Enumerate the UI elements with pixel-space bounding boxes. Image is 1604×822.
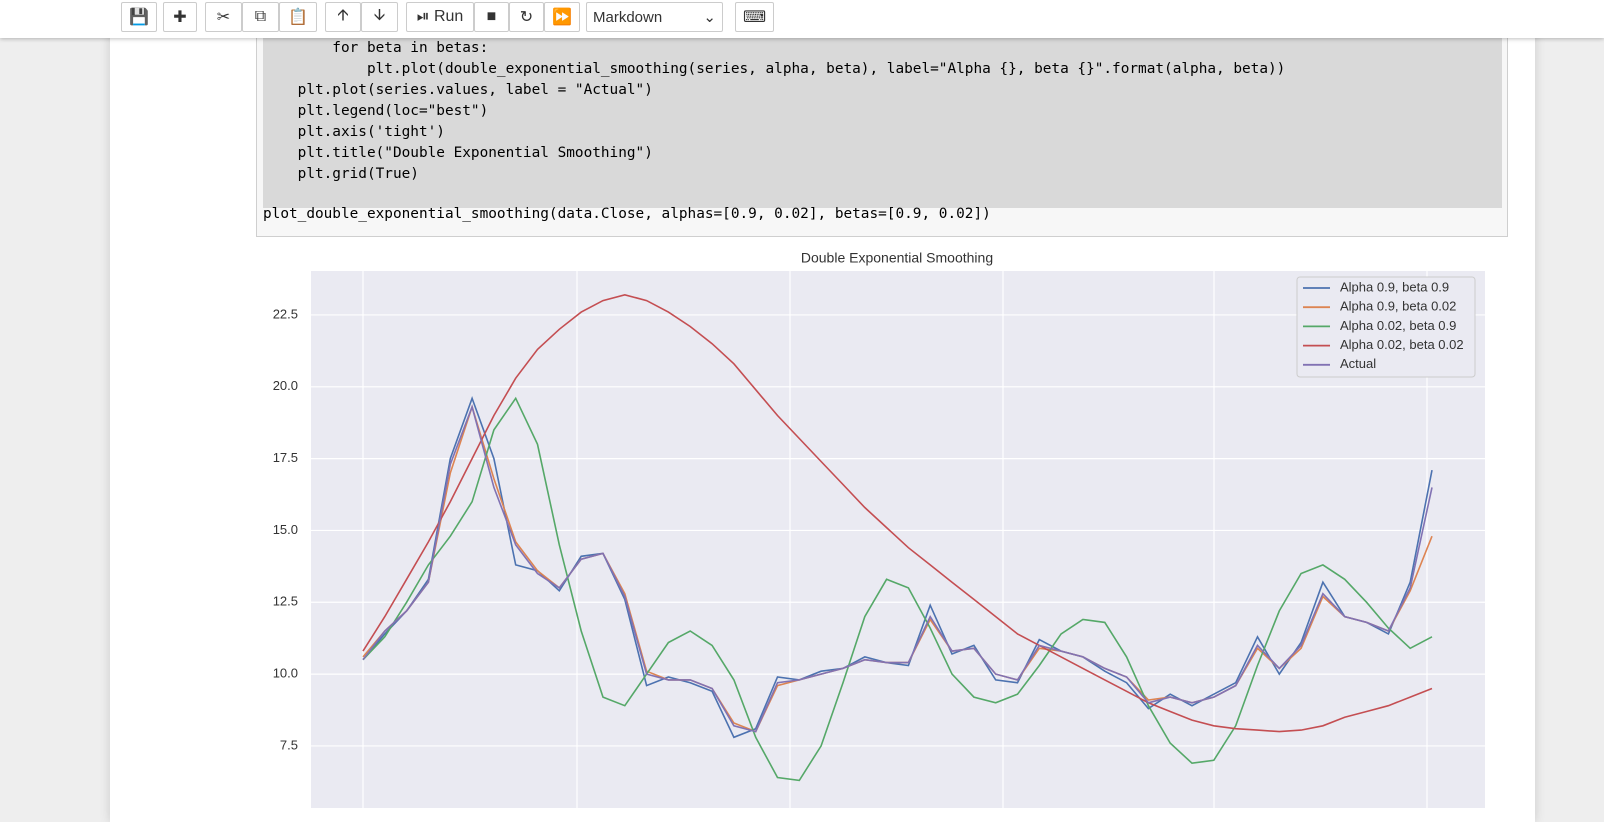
series-line	[362, 293, 1433, 733]
paste-button[interactable]: 📋	[279, 2, 317, 32]
insert-cell-button[interactable]: ✚	[163, 2, 197, 32]
code-line: plt.grid(True)	[263, 166, 419, 182]
restart-button[interactable]: ↻	[509, 2, 544, 32]
code-line: plt.title("Double Exponential Smoothing"…	[263, 145, 653, 161]
code-line: plot_double_exponential_smoothing(data.C…	[263, 206, 991, 222]
run-label: Run	[433, 8, 464, 25]
code-line: plt.legend(loc="best")	[263, 103, 489, 119]
code-line: plt.plot(series.values, label = "Actual"…	[263, 82, 653, 98]
legend-label: Alpha 0.02, beta 0.9	[1340, 318, 1456, 333]
legend-label: Alpha 0.02, beta 0.02	[1340, 337, 1464, 352]
code-line: plt.axis('tight')	[263, 124, 445, 140]
y-tick-label: 22.5	[273, 306, 298, 321]
code-line: for beta in betas:	[263, 40, 489, 56]
series-line	[362, 396, 1433, 782]
cut-button[interactable]: ✂	[205, 2, 242, 32]
y-tick-label: 7.5	[280, 737, 298, 752]
y-tick-label: 15.0	[273, 522, 298, 537]
chart-title: Double Exponential Smoothing	[801, 250, 993, 266]
keyboard-button[interactable]: ⌨	[735, 2, 774, 32]
legend-label: Alpha 0.9, beta 0.9	[1340, 279, 1449, 294]
cell-type-select[interactable]: Markdown ⌄	[586, 2, 723, 32]
run-button[interactable]: ⏯ Run	[406, 2, 474, 32]
interrupt-button[interactable]: ■	[474, 2, 509, 32]
text-selection	[263, 38, 1502, 208]
cell-type-label: Markdown	[593, 8, 663, 26]
move-up-button[interactable]: 🡩	[325, 2, 361, 32]
toolbar: 💾 ✚ ✂ ⧉ 📋 🡩 🡫 ⏯ Run ■ ↻ ⏩ Markdown ⌄ ⌨	[0, 0, 1604, 38]
legend-box	[1296, 276, 1476, 378]
code-line: plt.plot(double_exponential_smoothing(se…	[263, 61, 1286, 77]
save-button[interactable]: 💾	[121, 2, 157, 32]
y-tick-label: 10.0	[273, 666, 298, 681]
copy-button[interactable]: ⧉	[242, 2, 279, 32]
y-tick-label: 17.5	[273, 450, 298, 465]
plot-area	[311, 271, 1485, 808]
series-line	[362, 404, 1433, 733]
y-tick-label: 12.5	[273, 594, 298, 609]
dropdown-arrow: ⌄	[703, 9, 716, 26]
legend-label: Alpha 0.9, beta 0.02	[1340, 299, 1456, 314]
y-tick-label: 20.0	[273, 378, 298, 393]
move-down-button[interactable]: 🡫	[361, 2, 398, 32]
legend-label: Actual	[1340, 356, 1376, 371]
restart-run-all-button[interactable]: ⏩	[544, 2, 580, 32]
